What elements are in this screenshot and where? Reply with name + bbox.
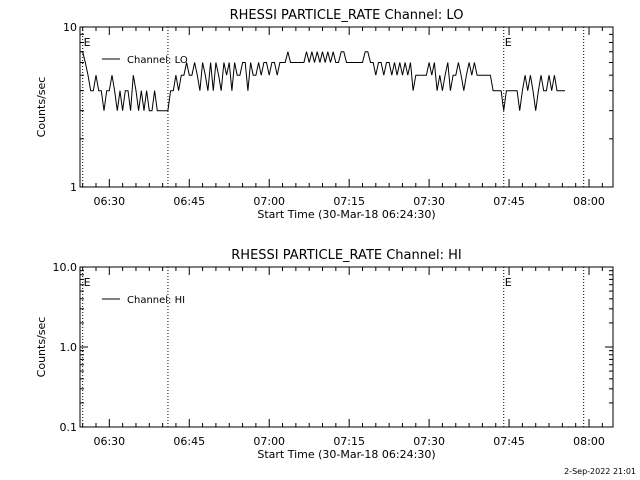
chart-title: RHESSI PARTICLE_RATE Channel: HI: [231, 248, 461, 263]
event-marker-label: E: [505, 36, 512, 49]
y-tick-label: 1: [70, 181, 77, 194]
x-axis-label: Start Time (30-Mar-18 06:24:30): [257, 448, 435, 461]
event-marker-label: E: [84, 36, 91, 49]
event-marker-label: E: [505, 276, 512, 289]
x-tick-label: 06:30: [93, 435, 125, 448]
footer-timestamp: 2-Sep-2022 21:01: [564, 467, 636, 476]
y-tick-label: 1.0: [60, 341, 78, 354]
y-tick-label: 0.1: [60, 421, 78, 434]
y-axis-label: Counts/sec: [35, 317, 48, 378]
x-tick-label: 07:45: [493, 195, 525, 208]
x-tick-label: 07:00: [253, 195, 285, 208]
x-tick-label: 06:45: [173, 435, 205, 448]
plot-frame: [79, 26, 614, 188]
x-tick-label: 06:30: [93, 195, 125, 208]
x-tick-label: 07:15: [333, 195, 365, 208]
x-tick-label: 07:45: [493, 435, 525, 448]
chart-title: RHESSI PARTICLE_RATE Channel: LO: [230, 8, 464, 23]
y-tick-label: 10: [63, 21, 77, 34]
legend-label: Channel: LO: [127, 55, 188, 66]
plot-frame: [79, 266, 614, 428]
x-tick-label: 08:00: [573, 195, 605, 208]
x-axis-label: Start Time (30-Mar-18 06:24:30): [257, 208, 435, 221]
y-tick-label: 10.0: [53, 261, 78, 274]
x-tick-label: 07:30: [413, 435, 445, 448]
x-tick-label: 07:30: [413, 195, 445, 208]
x-tick-label: 08:00: [573, 435, 605, 448]
hi-channel-panel: RHESSI PARTICLE_RATE Channel: HI 0.1 1.0 10…: [35, 248, 614, 461]
x-tick-label: 07:00: [253, 435, 285, 448]
y-axis-label: Counts/sec: [35, 77, 48, 138]
event-marker-label: E: [84, 276, 91, 289]
x-tick-label: 06:45: [173, 195, 205, 208]
lo-channel-panel: RHESSI PARTICLE_RATE Channel: LO 1 10 Count…: [35, 8, 614, 221]
legend-label: Channel: HI: [127, 295, 185, 306]
x-tick-label: 07:15: [333, 435, 365, 448]
series-line: [80, 51, 565, 112]
